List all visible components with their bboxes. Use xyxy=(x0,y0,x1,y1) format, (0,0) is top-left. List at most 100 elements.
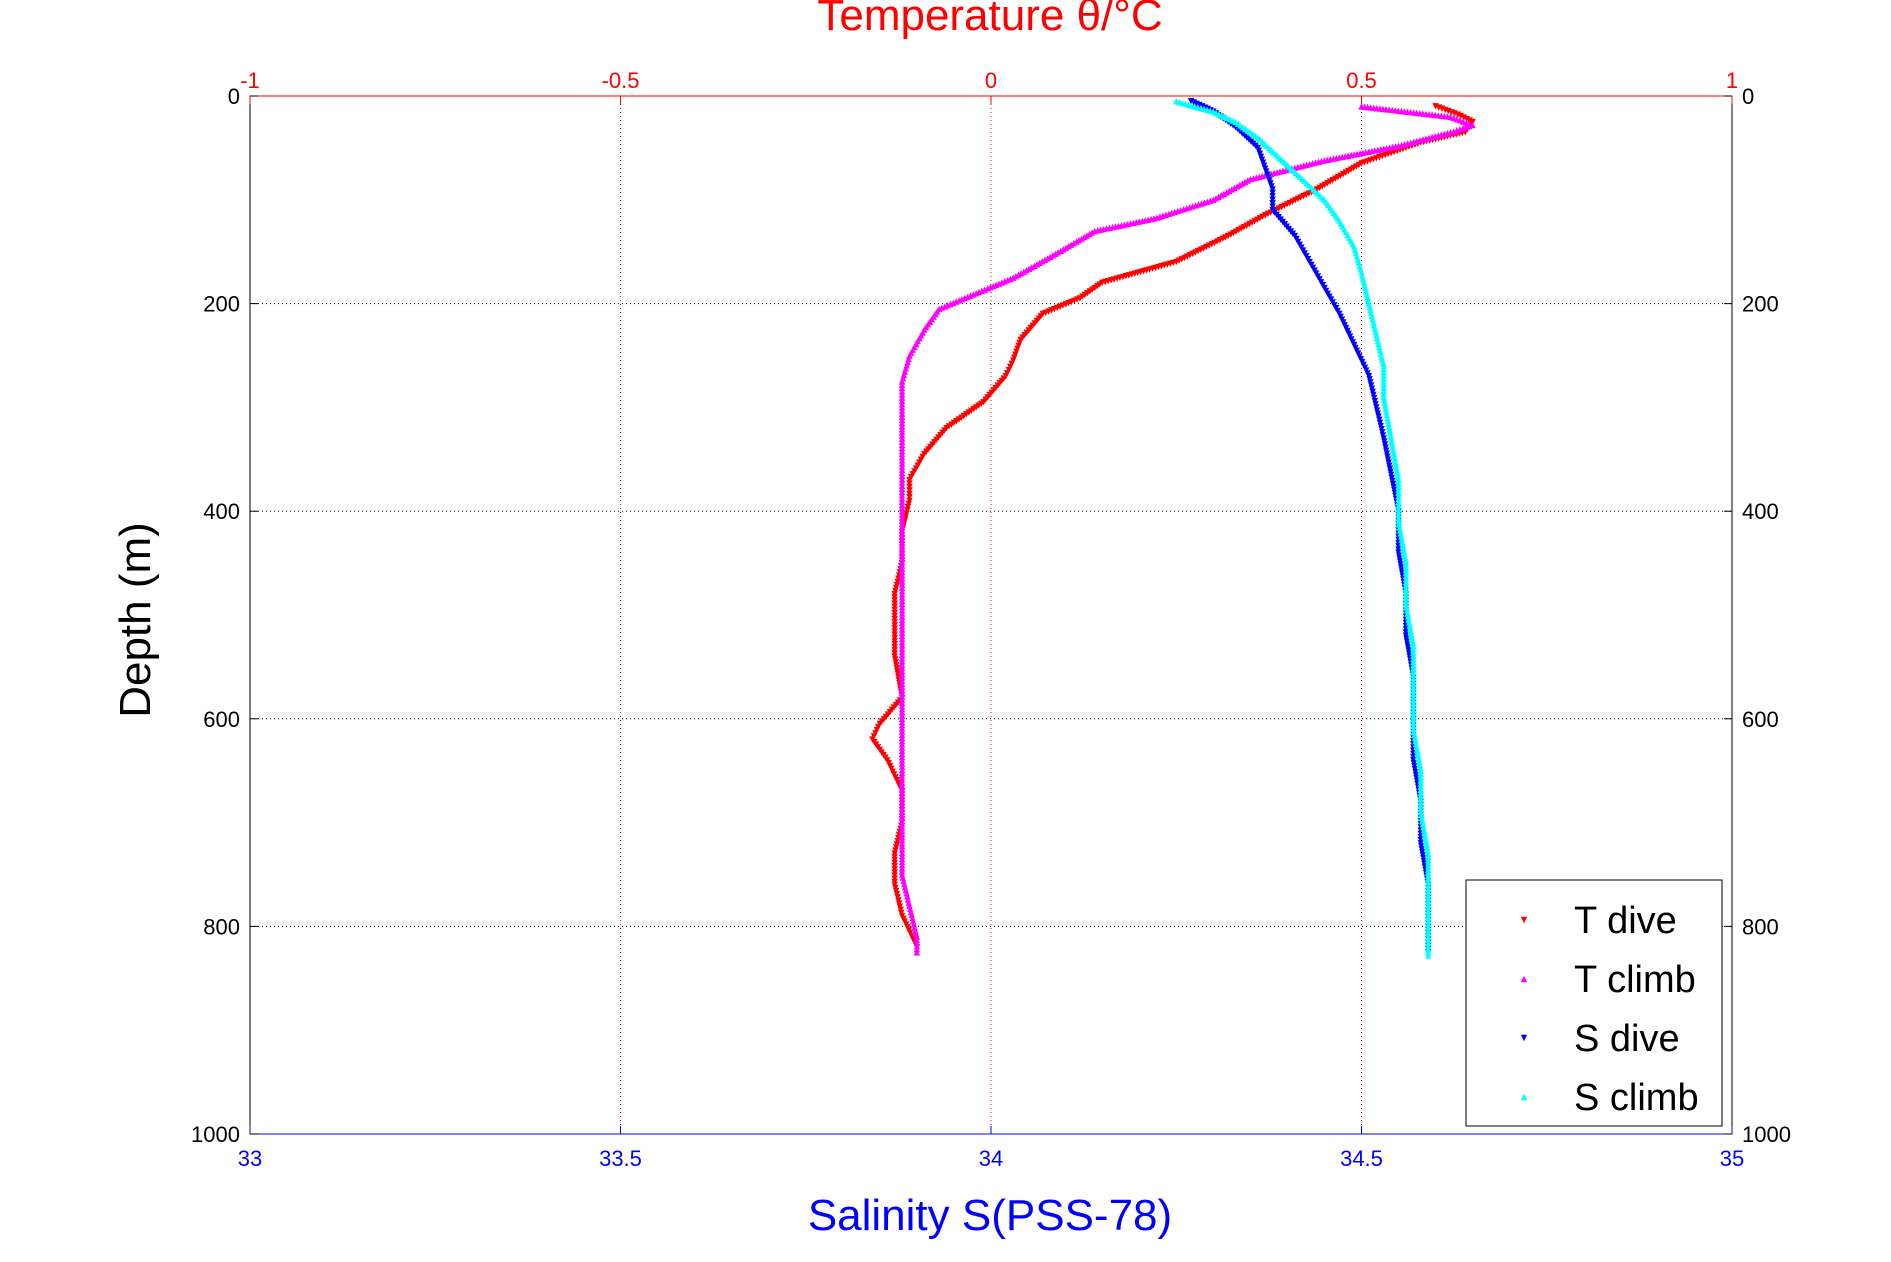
data-point xyxy=(1269,193,1276,200)
legend-label: T climb xyxy=(1574,959,1696,1001)
data-point xyxy=(1390,450,1397,457)
data-point xyxy=(1385,423,1393,430)
data-point xyxy=(909,918,917,925)
data-point xyxy=(906,494,913,501)
data-point xyxy=(1269,186,1276,193)
data-point xyxy=(1376,343,1383,351)
left-tick-label: 800 xyxy=(203,914,240,939)
data-point xyxy=(970,405,977,413)
data-point xyxy=(906,480,913,487)
data-point xyxy=(1388,438,1395,445)
left-tick-label: 400 xyxy=(203,499,240,524)
data-point xyxy=(1415,758,1423,766)
data-point xyxy=(900,877,907,884)
top-tick-label: 1 xyxy=(1726,68,1738,93)
legend-marker xyxy=(1520,1093,1528,1101)
bottom-axis-title: Salinity S(PSS-78) xyxy=(808,1191,1172,1240)
data-point xyxy=(907,905,914,912)
data-point xyxy=(1383,411,1391,419)
data-point xyxy=(1414,749,1421,757)
data-point xyxy=(1089,286,1096,293)
data-point xyxy=(1400,545,1407,552)
data-point xyxy=(898,381,906,388)
data-point xyxy=(898,387,906,395)
data-point xyxy=(905,899,912,906)
data-point xyxy=(1410,728,1418,736)
data-point xyxy=(1376,347,1384,354)
data-point xyxy=(1098,279,1106,287)
data-point xyxy=(955,416,963,423)
data-point xyxy=(1373,334,1381,342)
data-point xyxy=(980,399,987,406)
data-point xyxy=(1370,319,1377,326)
data-point xyxy=(1383,408,1390,416)
data-point xyxy=(1402,601,1410,608)
data-point xyxy=(1370,322,1378,329)
data-point xyxy=(1384,417,1392,424)
data-point xyxy=(1381,399,1388,407)
data-point xyxy=(901,880,908,888)
data-point xyxy=(1397,533,1405,540)
data-point xyxy=(1409,637,1416,644)
data-point xyxy=(911,924,918,931)
data-point xyxy=(901,883,909,891)
legend-marker xyxy=(1520,916,1528,924)
series-t-climb xyxy=(898,103,1476,956)
data-point xyxy=(950,419,958,427)
data-point xyxy=(1401,553,1409,561)
bottom-tick-label: 33 xyxy=(238,1146,262,1171)
data-point xyxy=(1084,290,1091,297)
data-point xyxy=(1422,838,1430,846)
data-point xyxy=(977,400,985,408)
data-point xyxy=(1362,284,1369,292)
data-point xyxy=(953,418,960,425)
data-point xyxy=(972,404,980,411)
data-point xyxy=(960,412,968,420)
data-point xyxy=(1399,542,1406,549)
data-point xyxy=(1393,467,1401,475)
data-point xyxy=(1369,315,1376,323)
left-tick-label: 200 xyxy=(203,292,240,317)
data-point xyxy=(1395,518,1402,525)
data-point xyxy=(1392,459,1399,466)
data-point xyxy=(1386,429,1394,436)
data-point xyxy=(1382,405,1390,413)
data-point xyxy=(1269,203,1276,210)
data-point xyxy=(1405,616,1412,623)
data-point xyxy=(1417,809,1424,816)
data-point xyxy=(898,378,906,385)
data-point xyxy=(1419,817,1426,825)
data-point xyxy=(1367,309,1375,317)
data-point xyxy=(1405,619,1413,626)
data-point xyxy=(898,384,906,392)
data-point xyxy=(965,409,972,416)
data-point xyxy=(1417,764,1424,771)
data-point xyxy=(1081,291,1089,299)
data-point xyxy=(1374,337,1382,345)
data-point xyxy=(1419,820,1427,828)
data-point xyxy=(1388,441,1396,448)
data-point xyxy=(1412,740,1420,748)
data-point xyxy=(1398,536,1405,543)
data-point xyxy=(1269,189,1276,197)
right-tick-label: 800 xyxy=(1742,914,1779,939)
top-axis-title: Temperature θ/°C xyxy=(817,0,1162,40)
bottom-tick-label: 33.5 xyxy=(599,1146,642,1171)
data-point xyxy=(1393,464,1400,472)
data-point xyxy=(1359,275,1367,282)
data-point xyxy=(1418,814,1426,822)
right-tick-label: 400 xyxy=(1742,499,1779,524)
data-point xyxy=(1397,530,1404,537)
data-point xyxy=(1396,524,1403,531)
data-point xyxy=(908,911,915,919)
data-point xyxy=(1420,823,1427,831)
data-point xyxy=(904,893,911,900)
data-point xyxy=(1424,952,1432,959)
data-point xyxy=(1372,328,1379,335)
data-point xyxy=(945,423,953,430)
data-point xyxy=(1391,456,1399,463)
top-tick-label: 0.5 xyxy=(1346,68,1377,93)
data-point xyxy=(1408,631,1415,638)
data-point xyxy=(1406,625,1414,632)
series-s-climb xyxy=(1173,97,1432,959)
